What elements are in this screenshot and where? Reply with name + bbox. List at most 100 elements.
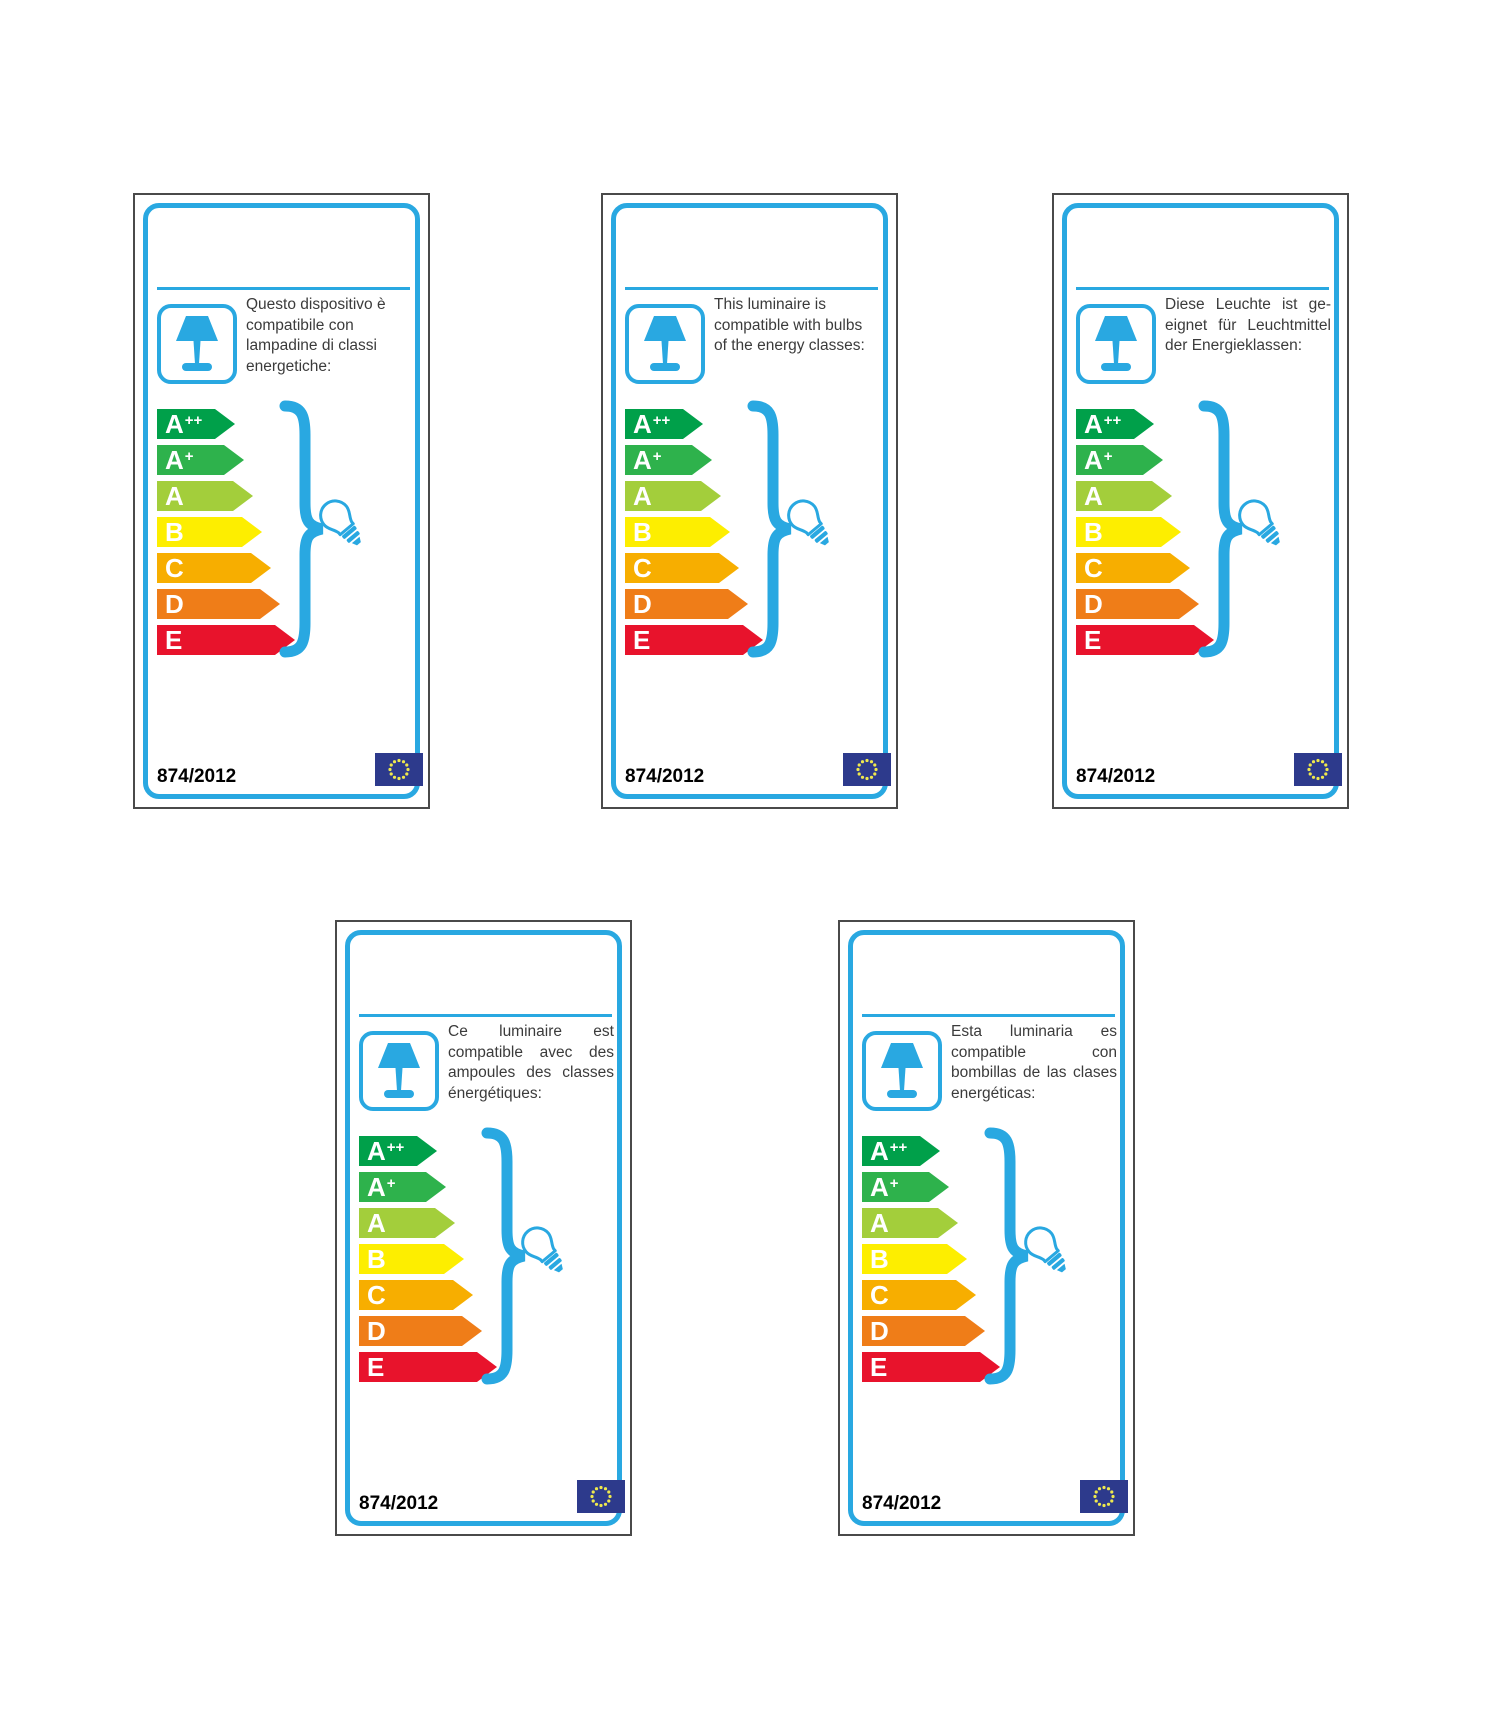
energy-class-letter: A (870, 1208, 889, 1238)
energy-class-arrow-c: C (625, 553, 739, 583)
text-line: Questo dispositivo è (246, 296, 386, 313)
lamp-icon (881, 1043, 923, 1098)
energy-class-letter: A (870, 1172, 889, 1202)
light-bulb-icon (1238, 499, 1280, 546)
energy-class-letter: C (165, 553, 184, 583)
separator-line (359, 1014, 612, 1017)
label-inner-frame (1062, 203, 1339, 799)
label-inner-frame (848, 930, 1125, 1526)
separator-line (625, 287, 878, 290)
energy-class-arrow-e: E (157, 625, 295, 655)
energy-class-letter: D (165, 589, 184, 619)
energy-class-letter: B (870, 1244, 889, 1274)
energy-class-letter: A (367, 1208, 386, 1238)
eu-flag-icon (1294, 753, 1342, 786)
energy-class-sup: + (386, 1175, 396, 1192)
energy-class-arrow-a++: A++ (862, 1136, 940, 1166)
light-bulb-icon (1024, 1226, 1066, 1273)
text-line: eignet für Leuchtmittel (1165, 316, 1331, 334)
energy-class-letter: C (1084, 553, 1103, 583)
energy-class-stack: A++ A+ A B C D E (157, 409, 295, 661)
energy-label-english: This luminaire is compatible with bulbs of… (601, 193, 898, 809)
separator-line (862, 1014, 1115, 1017)
energy-class-letter: C (870, 1280, 889, 1310)
energy-class-arrow-a+: A+ (862, 1172, 949, 1202)
energy-class-arrow-a+: A+ (625, 445, 712, 475)
energy-class-sup: ++ (652, 412, 671, 429)
regulation-number: 874/2012 (862, 1493, 942, 1514)
energy-class-letter: A (367, 1172, 386, 1202)
lamp-icon-box (359, 1031, 439, 1111)
energy-class-letter: E (870, 1352, 888, 1382)
energy-class-letter: E (367, 1352, 385, 1382)
energy-class-arrow-b: B (862, 1244, 967, 1274)
label-text: This luminaire is compatible with bulbs of… (714, 295, 880, 357)
energy-class-stack: A++ A+ A B C D E (1076, 409, 1214, 661)
text-line: bombillas de las clases (951, 1064, 1117, 1081)
text-line: compatible con (951, 1043, 1117, 1061)
eu-flag-icon (375, 753, 423, 786)
label-text: Esta luminaria es compatible con bombillas… (951, 1022, 1117, 1104)
regulation-number: 874/2012 (157, 766, 237, 787)
energy-class-arrow-a: A (625, 481, 721, 511)
energy-class-stack: A++ A+ A B C D E (625, 409, 763, 661)
text-line: compatible with bulbs (714, 316, 863, 334)
label-text: Questo dispositivo è compatibile con lampa… (246, 295, 412, 377)
energy-class-letter: B (633, 517, 652, 547)
regulation-number: 874/2012 (625, 766, 705, 787)
energy-class-arrow-e: E (359, 1352, 497, 1382)
energy-class-letter: D (633, 589, 652, 619)
energy-class-arrow-a++: A++ (1076, 409, 1154, 439)
energy-class-letter: A (633, 481, 652, 511)
label-inner-frame (345, 930, 622, 1526)
energy-label-spanish: Esta luminaria es compatible con bombillas… (838, 920, 1135, 1536)
energy-class-sup: + (652, 448, 662, 465)
eu-flag-icon (577, 1480, 625, 1513)
energy-class-sup: ++ (386, 1139, 405, 1156)
curly-brace-bulb-icon (747, 400, 829, 658)
energy-class-arrow-a+: A+ (1076, 445, 1163, 475)
energy-class-letter: A (165, 481, 184, 511)
text-line: Diese Leuchte ist ge- (1165, 296, 1331, 313)
energy-class-arrow-c: C (359, 1280, 473, 1310)
label-inner-frame (611, 203, 888, 799)
text-line: Ce luminaire est (448, 1023, 614, 1040)
energy-class-letter: D (1084, 589, 1103, 619)
text-line: compatible avec des (448, 1043, 614, 1061)
energy-class-arrow-a+: A+ (359, 1172, 446, 1202)
energy-class-sup: ++ (1103, 412, 1122, 429)
curly-brace-icon (747, 400, 792, 658)
curly-brace-bulb-icon (481, 1127, 563, 1385)
energy-class-arrow-e: E (625, 625, 763, 655)
text-line: Esta luminaria es (951, 1023, 1117, 1040)
energy-class-arrow-e: E (1076, 625, 1214, 655)
energy-class-arrow-a++: A++ (625, 409, 703, 439)
energy-class-letter: A (870, 1136, 889, 1166)
energy-class-sup: ++ (184, 412, 203, 429)
text-line: énergétiques: (448, 1084, 542, 1102)
text-line: compatibile con (246, 316, 354, 334)
eu-flag-icon (1080, 1480, 1128, 1513)
energy-label-french: Ce luminaire est compatible avec des ampou… (335, 920, 632, 1536)
energy-class-arrow-e: E (862, 1352, 1000, 1382)
energy-class-sup: + (184, 448, 194, 465)
energy-class-letter: A (633, 445, 652, 475)
text-line: This luminaire is (714, 296, 826, 313)
separator-line (157, 287, 410, 290)
eu-flag-icon (843, 753, 891, 786)
energy-class-sup: + (889, 1175, 899, 1192)
energy-class-sup: ++ (889, 1139, 908, 1156)
label-inner-frame (143, 203, 420, 799)
lamp-icon-box (625, 304, 705, 384)
lamp-icon-box (1076, 304, 1156, 384)
lamp-icon (378, 1043, 420, 1098)
regulation-number: 874/2012 (359, 1493, 439, 1514)
separator-line (1076, 287, 1329, 290)
text-line: of the energy classes: (714, 337, 865, 354)
light-bulb-icon (521, 1226, 563, 1273)
light-bulb-icon (319, 499, 361, 546)
energy-class-letter: B (1084, 517, 1103, 547)
energy-class-stack: A++ A+ A B C D E (862, 1136, 1000, 1388)
energy-class-letter: A (367, 1136, 386, 1166)
energy-class-letter: C (633, 553, 652, 583)
